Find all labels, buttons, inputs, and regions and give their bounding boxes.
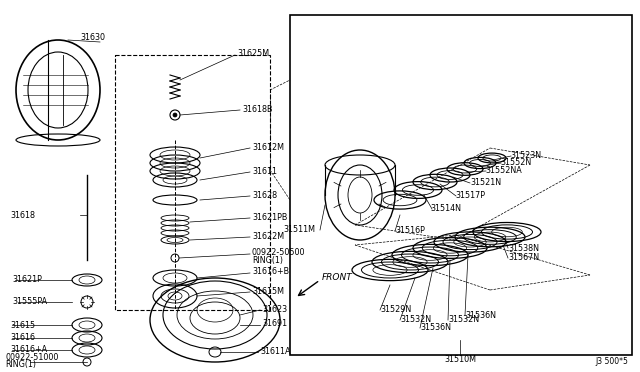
Text: 31623: 31623 (262, 305, 287, 314)
Text: 31529N: 31529N (380, 305, 412, 314)
Text: 31516P: 31516P (395, 225, 425, 234)
Text: 31622M: 31622M (252, 231, 284, 241)
Circle shape (173, 113, 177, 117)
Text: 31616: 31616 (10, 334, 35, 343)
Text: 00922-51000: 00922-51000 (5, 353, 58, 362)
Text: 31618: 31618 (10, 211, 35, 219)
Text: 31691: 31691 (262, 320, 287, 328)
Text: 31615: 31615 (10, 321, 35, 330)
Text: J3 500*5: J3 500*5 (595, 357, 628, 366)
Text: 31523N: 31523N (510, 151, 541, 160)
Text: 31510M: 31510M (444, 356, 476, 365)
Text: 31552NA: 31552NA (485, 166, 522, 174)
Bar (115, 55, 270, 310)
Text: 31532N: 31532N (400, 315, 431, 324)
Text: 31555PA: 31555PA (12, 296, 47, 305)
Text: 31618B: 31618B (242, 105, 273, 113)
Text: 31615M: 31615M (252, 286, 284, 295)
Text: 31625M: 31625M (237, 48, 269, 58)
Text: 31611: 31611 (252, 167, 277, 176)
Text: 31552N: 31552N (500, 157, 531, 167)
Text: 31621P: 31621P (12, 275, 42, 283)
Text: FRONT: FRONT (322, 273, 353, 282)
Text: 31616+B: 31616+B (252, 267, 289, 276)
Text: 31521N: 31521N (470, 177, 501, 186)
Text: 31616+A: 31616+A (10, 346, 47, 355)
Text: 31517P: 31517P (455, 190, 485, 199)
Text: 31532N: 31532N (448, 315, 479, 324)
Text: 31514N: 31514N (430, 203, 461, 212)
Text: 31612M: 31612M (252, 142, 284, 151)
Text: 31567N: 31567N (508, 253, 539, 263)
Text: RING(1): RING(1) (5, 360, 36, 369)
Bar (290, 15, 632, 355)
Text: 31511M: 31511M (283, 224, 315, 234)
Text: 31538N: 31538N (508, 244, 539, 253)
Text: 31536N: 31536N (465, 311, 496, 320)
Text: 31630: 31630 (80, 32, 105, 42)
Text: 31611A: 31611A (260, 346, 291, 356)
Text: 31628: 31628 (252, 190, 277, 199)
Text: 00922-50500: 00922-50500 (252, 247, 305, 257)
Text: 31536N: 31536N (420, 324, 451, 333)
Text: 31621PB: 31621PB (252, 212, 287, 221)
Text: RING(1): RING(1) (252, 256, 283, 264)
